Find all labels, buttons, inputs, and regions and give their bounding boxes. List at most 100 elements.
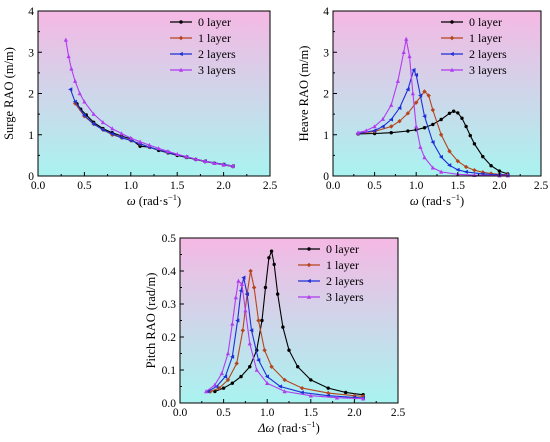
- plot-background: [333, 11, 541, 176]
- y-tick-label: 3: [323, 47, 329, 59]
- data-point: [481, 154, 485, 159]
- data-point: [138, 144, 142, 148]
- data-point: [109, 131, 115, 137]
- data-point: [212, 382, 217, 387]
- y-axis-label: Surge RAO (m/m): [2, 47, 16, 140]
- data-point: [287, 348, 291, 352]
- data-point: [262, 348, 267, 353]
- legend-marker: [306, 262, 312, 268]
- data-point: [247, 341, 252, 346]
- data-point: [406, 129, 410, 133]
- data-point: [397, 105, 402, 111]
- data-point: [68, 87, 73, 92]
- data-point: [334, 395, 340, 400]
- legend: 0 layer 1 layer 2 layers 3 layers: [170, 15, 236, 77]
- legend-label: 1 layer: [326, 258, 359, 272]
- data-point: [380, 124, 385, 129]
- data-point: [202, 158, 208, 163]
- legend: 0 layer 1 layer 2 layers 3 layers: [298, 242, 364, 304]
- data-point: [66, 54, 71, 59]
- data-point: [447, 163, 452, 168]
- data-point: [119, 131, 124, 136]
- data-point: [414, 100, 419, 105]
- data-point: [439, 169, 444, 174]
- x-tick-label: 0.5: [216, 407, 231, 419]
- data-point: [447, 111, 452, 116]
- data-point: [343, 390, 348, 395]
- legend-label: 3 layers: [326, 290, 364, 304]
- plot-background: [180, 238, 398, 403]
- data-point: [175, 151, 180, 156]
- data-point: [372, 124, 377, 129]
- data-point: [225, 351, 231, 356]
- data-point: [418, 144, 423, 149]
- data-point: [296, 365, 300, 369]
- y-tick-label: 2: [28, 89, 34, 101]
- data-point: [282, 389, 287, 394]
- data-point: [397, 118, 402, 124]
- data-point: [431, 122, 435, 127]
- x-tick-label: 2.5: [391, 407, 406, 419]
- legend-label: 3 layers: [469, 63, 507, 77]
- data-point: [269, 364, 274, 369]
- data-point: [426, 93, 431, 98]
- data-point: [463, 169, 468, 174]
- data-point: [72, 99, 77, 104]
- x-tick-label: 1.5: [451, 180, 466, 192]
- data-point: [219, 371, 224, 376]
- data-point: [468, 133, 472, 138]
- y-tick-label: 3: [28, 47, 34, 59]
- data-point: [464, 124, 468, 129]
- x-axis-label: ω (rad·s−1): [410, 192, 464, 208]
- data-point: [230, 354, 235, 359]
- data-point: [205, 389, 210, 394]
- data-point: [184, 154, 189, 159]
- chart-panel-1: 0.0 0.5 1.0 1.5 2.0 2.5 0 1 2 3 4 Surge RAO (m/m) ω …: [2, 6, 277, 208]
- data-point: [380, 116, 386, 121]
- x-tick-label: 1.5: [304, 407, 319, 419]
- data-point: [282, 377, 287, 383]
- legend-label: 3 layers: [198, 63, 236, 77]
- data-point: [299, 385, 305, 391]
- data-point: [456, 111, 460, 115]
- data-point: [212, 160, 217, 166]
- data-point: [455, 158, 460, 164]
- data-point: [156, 146, 161, 151]
- data-point: [91, 121, 96, 127]
- x-tick-label: 0.0: [173, 407, 188, 419]
- data-point: [165, 148, 171, 154]
- data-point: [100, 127, 105, 132]
- data-point: [455, 167, 460, 172]
- data-point: [422, 114, 427, 119]
- series-line: [207, 277, 364, 399]
- x-tick-label: 0.0: [326, 180, 341, 192]
- data-point: [225, 377, 231, 383]
- data-point: [497, 169, 502, 173]
- y-axis-label: Heave RAO (m/m): [297, 46, 311, 142]
- data-point: [422, 155, 427, 160]
- legend-marker: [179, 20, 183, 24]
- data-point: [418, 93, 423, 98]
- y-tick-label: 0.5: [162, 233, 177, 245]
- data-point: [372, 128, 377, 133]
- data-point: [248, 365, 252, 369]
- data-point: [244, 292, 249, 297]
- data-point: [238, 288, 243, 293]
- y-tick-label: 4: [28, 6, 34, 18]
- data-point: [230, 321, 235, 326]
- y-tick-label: 0.2: [162, 332, 177, 344]
- data-point: [248, 268, 253, 274]
- data-point: [411, 67, 416, 73]
- data-point: [251, 285, 257, 290]
- data-point: [221, 162, 226, 167]
- data-point: [63, 37, 68, 42]
- data-point: [413, 72, 418, 78]
- data-point: [389, 102, 394, 107]
- legend-marker: [306, 294, 312, 299]
- y-tick-label: 0: [323, 171, 329, 183]
- data-point: [308, 393, 313, 398]
- y-tick-label: 1: [28, 130, 34, 142]
- data-point: [364, 128, 369, 133]
- data-point: [407, 54, 412, 59]
- data-point: [463, 164, 469, 170]
